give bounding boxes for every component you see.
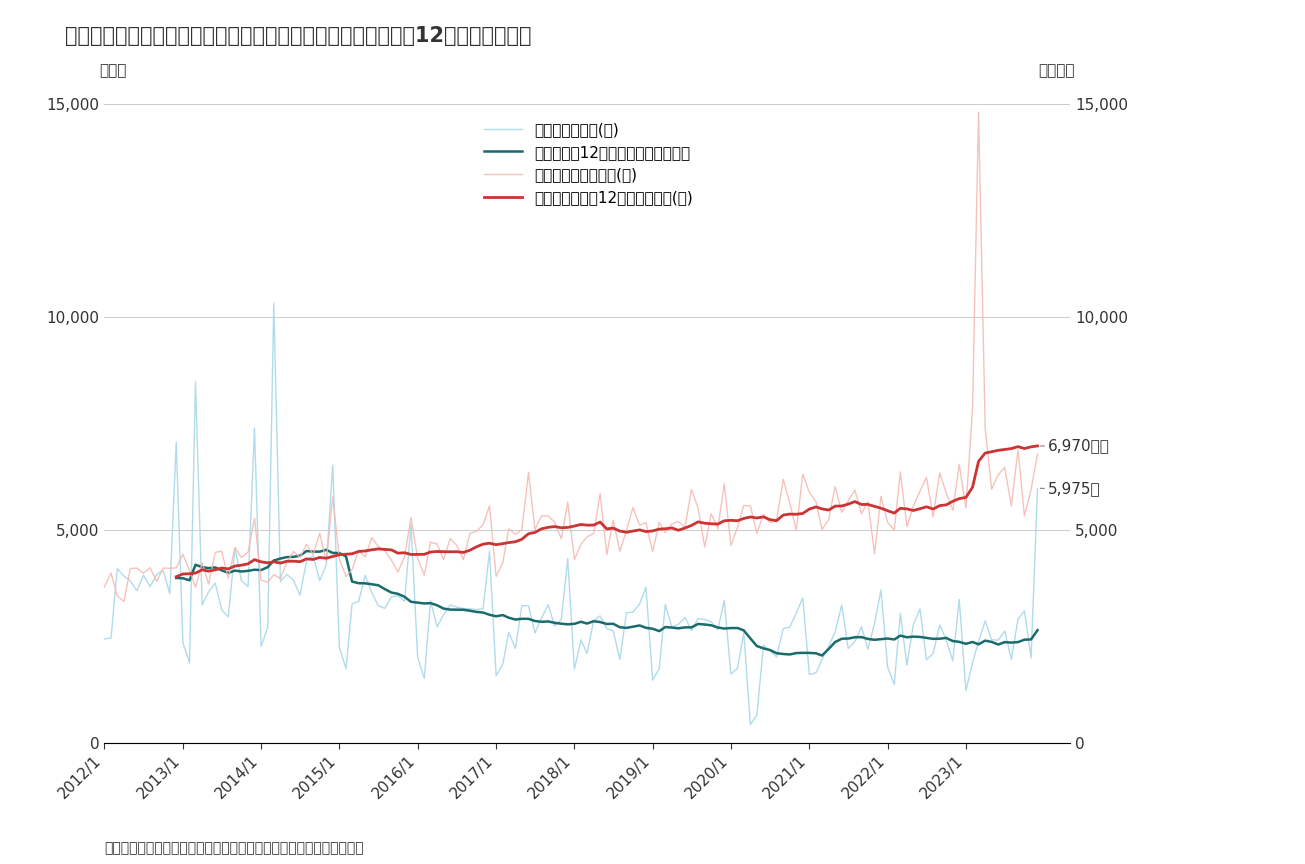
Text: 5,975戸: 5,975戸: [1048, 481, 1101, 496]
Text: 6,970万円: 6,970万円: [1048, 438, 1111, 454]
Text: （資料）　不動産経済研究所の公表を基にニッセイ基礎研究所が作成: （資料） 不動産経済研究所の公表を基にニッセイ基礎研究所が作成: [104, 842, 364, 855]
Text: （万円）: （万円）: [1039, 63, 1075, 78]
Text: （戸）: （戸）: [99, 63, 127, 78]
Text: 図表１　首都圏新築マンションの発売戸数と平均価格（月次、12ヶ月移動平均）: 図表１ 首都圏新築マンションの発売戸数と平均価格（月次、12ヶ月移動平均）: [65, 26, 531, 46]
Legend: 発売戸数・月次(左), 発売戸数・12ヶ月移動平均　（左）, 平均発売価格・月次(右), 平均発売価格・12ヶ月移動平均(右): 発売戸数・月次(左), 発売戸数・12ヶ月移動平均 （左）, 平均発売価格・月次…: [479, 118, 697, 210]
